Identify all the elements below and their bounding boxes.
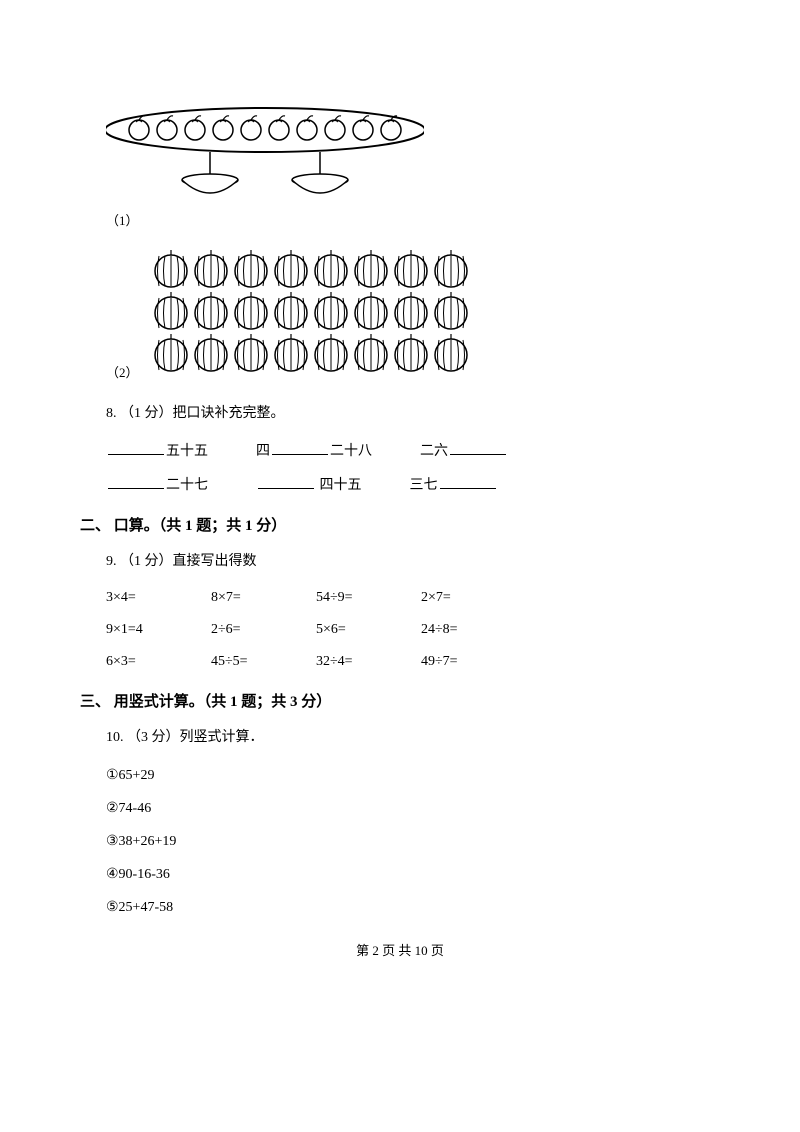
- q9-row: 6×3=45÷5=32÷4=49÷7=: [106, 654, 720, 670]
- q9-stem: 9. （1 分）直接写出得数: [106, 549, 720, 574]
- q9-row: 3×4=8×7=54÷9=2×7=: [106, 590, 720, 606]
- q8-fill-group: 五十五: [106, 440, 208, 460]
- q9-item: 45÷5=: [211, 654, 316, 670]
- section3-header: 三、 用竖式计算。（共 1 题；共 3 分）: [80, 690, 720, 711]
- fill-blank[interactable]: [272, 440, 328, 455]
- q8-text: 二十八: [330, 444, 372, 459]
- q8-fill-group: 四 二十八: [256, 440, 372, 460]
- fill-blank[interactable]: [440, 474, 496, 489]
- q8-fill-group: 二六: [420, 440, 508, 460]
- fill-blank[interactable]: [258, 474, 314, 489]
- q7-sub1-label: （1）: [106, 210, 139, 229]
- q10-item: ③38+26+19: [106, 833, 720, 850]
- q10-item: ⑤25+47-58: [106, 899, 720, 916]
- q9-calc-rows: 3×4=8×7=54÷9=2×7=9×1=42÷6=5×6=24÷8=6×3=4…: [80, 590, 720, 670]
- q7-figure-2: （2）: [106, 249, 720, 381]
- q8-fill-group: 二十七: [106, 474, 208, 494]
- q8-text: 二十七: [166, 478, 208, 493]
- q8-row: 五十五 四 二十八 二六: [106, 440, 720, 460]
- q9-item: 8×7=: [211, 590, 316, 606]
- q8-fill-group: 四十五: [256, 474, 362, 494]
- q9-item: 49÷7=: [421, 654, 526, 670]
- page-footer: 第 2 页 共 10 页: [80, 940, 720, 959]
- q9-item: 2÷6=: [211, 622, 316, 638]
- q9-item: 9×1=4: [106, 622, 211, 638]
- q9-item: 32÷4=: [316, 654, 421, 670]
- q9-item: 6×3=: [106, 654, 211, 670]
- q9-row: 9×1=42÷6=5×6=24÷8=: [106, 622, 720, 638]
- q7-sub2-label: （2）: [106, 362, 139, 381]
- fill-blank[interactable]: [108, 440, 164, 455]
- q8-row: 二十七 四十五 三七: [106, 474, 720, 494]
- q8-text: 四: [256, 444, 270, 459]
- q10-item: ②74-46: [106, 800, 720, 817]
- q8-text: 二六: [420, 444, 448, 459]
- q10-item: ①65+29: [106, 767, 720, 784]
- q9-item: 3×4=: [106, 590, 211, 606]
- fill-blank[interactable]: [108, 474, 164, 489]
- q10-items: ①65+29 ②74-46 ③38+26+19 ④90-16-36 ⑤25+47-58: [80, 767, 720, 916]
- q9-item: 2×7=: [421, 590, 526, 606]
- q8-fill-rows: 五十五 四 二十八 二六二十七 四十五 三七: [80, 440, 720, 494]
- section2-header: 二、 口算。（共 1 题；共 1 分）: [80, 514, 720, 535]
- page: （1） （2） 8. （1 分）把口诀补充完整。 五十五 四 二十八 二六二十七 四十…: [0, 0, 800, 999]
- q9-item: 5×6=: [316, 622, 421, 638]
- fill-blank[interactable]: [450, 440, 506, 455]
- q8-text: 五十五: [166, 444, 208, 459]
- apple-platter-figure: [106, 100, 720, 210]
- q8-stem: 8. （1 分）把口诀补充完整。: [106, 401, 720, 426]
- q8-text: 四十五: [316, 478, 362, 493]
- q8-text: 三七: [410, 478, 438, 493]
- q7-figure-1: （1）: [106, 100, 720, 229]
- watermelon-grid-figure: [149, 249, 475, 381]
- q10-item: ④90-16-36: [106, 866, 720, 883]
- q8-fill-group: 三七: [410, 474, 498, 494]
- q9-item: 24÷8=: [421, 622, 526, 638]
- q9-item: 54÷9=: [316, 590, 421, 606]
- q10-stem: 10. （3 分）列竖式计算．: [106, 725, 720, 750]
